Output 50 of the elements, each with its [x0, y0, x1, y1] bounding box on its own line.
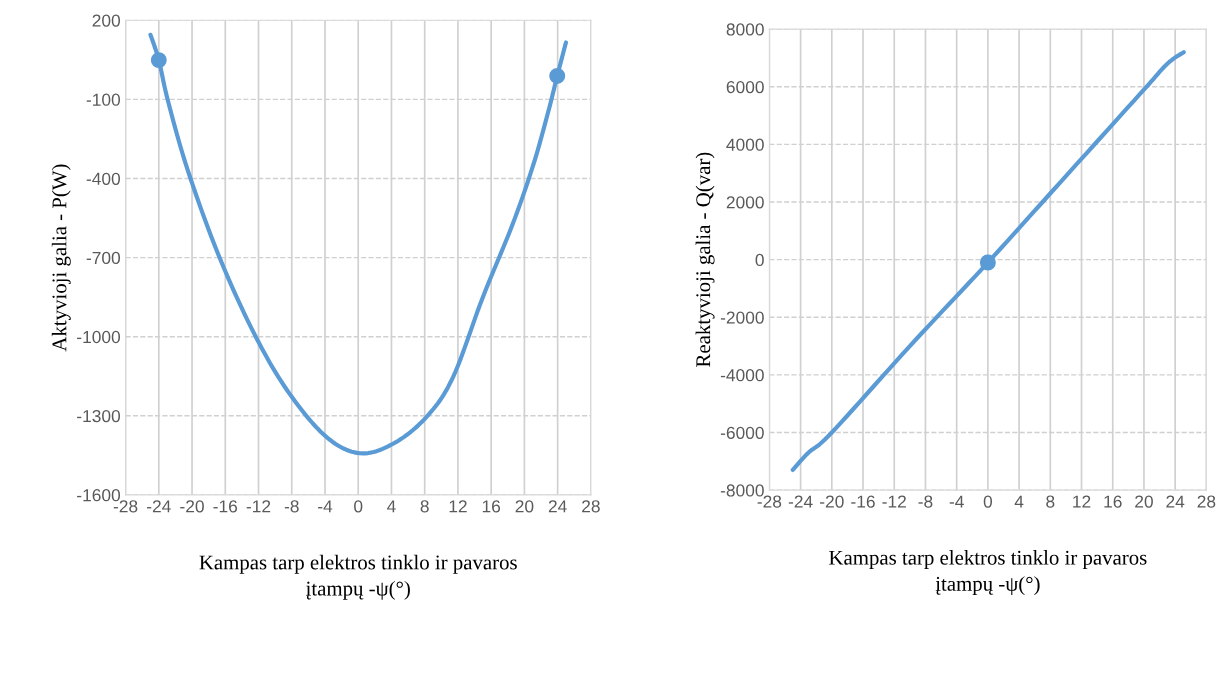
- x-tick-label: -4: [318, 500, 333, 513]
- x-tick-label: 20: [515, 500, 534, 513]
- x-tick-label: -16: [851, 495, 875, 508]
- y-tick-label: 200: [92, 14, 121, 27]
- x-tick-label: 28: [582, 500, 600, 513]
- y-tick-label: -4000: [720, 369, 764, 382]
- x-tick-label: -16: [213, 500, 238, 513]
- y-tick-label: -400: [86, 172, 121, 185]
- x-tick-label: 16: [482, 500, 501, 513]
- x-tick-label: 12: [449, 500, 467, 513]
- x-tick-label: -28: [113, 500, 138, 513]
- x-tick-label: 0: [354, 500, 363, 513]
- x-tick-label: -20: [820, 495, 844, 508]
- y-tick-label: -6000: [720, 426, 764, 439]
- x-tick-label: -12: [882, 495, 906, 508]
- y-tick-label: 0: [755, 253, 764, 267]
- x-tick-label: -4: [949, 495, 964, 508]
- x-tick-label: 4: [1014, 495, 1024, 508]
- x-axis-title: Kampas tarp elektros tinklo ir pavaros įtampų -ψ(°): [829, 550, 1147, 596]
- y-tick-label: -1300: [77, 409, 121, 423]
- x-tick-label: 20: [1135, 495, 1153, 508]
- y-tick-label: 8000: [726, 23, 764, 36]
- y-tick-label: 6000: [726, 80, 764, 94]
- y-tick-label: -1600: [77, 489, 121, 502]
- y-tick-label: 2000: [726, 196, 764, 209]
- x-tick-label: 8: [1046, 495, 1055, 508]
- y-tick-label: -700: [86, 251, 121, 265]
- x-tick-label: 28: [1197, 495, 1216, 508]
- x-tick-label: 24: [548, 500, 567, 513]
- x-tick-label: 8: [420, 500, 429, 513]
- y-axis-title: Aktyvioji galia - P(W): [51, 164, 71, 352]
- y-tick-label: -2000: [720, 311, 764, 324]
- x-tick-label: 16: [1104, 495, 1122, 508]
- x-tick-label: -12: [246, 500, 271, 513]
- x-tick-label: -24: [147, 500, 171, 513]
- y-tick-label: -1000: [77, 330, 121, 344]
- y-tick-label: 4000: [726, 138, 764, 151]
- y-axis-title: Reaktyvioji galia - Q(var): [695, 152, 715, 367]
- x-tick-label: 0: [983, 495, 993, 508]
- x-tick-label: -20: [180, 500, 204, 513]
- x-tick-label: -24: [788, 495, 813, 508]
- x-tick-label: 12: [1073, 495, 1091, 508]
- x-tick-label: 4: [387, 500, 396, 513]
- x-tick-label: -8: [918, 495, 933, 508]
- x-tick-label: -28: [757, 495, 782, 508]
- x-tick-label: -8: [284, 500, 299, 513]
- x-axis-title: Kampas tarp elektros tinklo ir pavaros įtampų -ψ(°): [199, 554, 517, 600]
- y-tick-label: -8000: [720, 484, 764, 497]
- y-tick-label: -100: [86, 93, 121, 106]
- x-tick-label: 24: [1166, 495, 1185, 508]
